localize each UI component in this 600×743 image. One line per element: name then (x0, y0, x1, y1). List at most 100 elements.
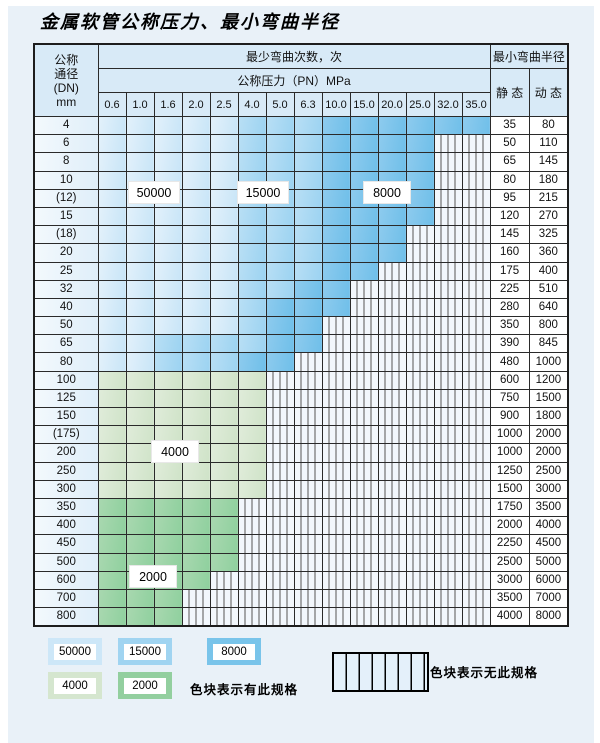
spec-cell (181, 370, 211, 390)
no-spec-cell (321, 406, 351, 427)
table-row-dn-175: (175) 1000 2000 (33, 425, 569, 445)
spec-cell (97, 461, 127, 481)
spec-cell (321, 206, 351, 227)
pressure-header-1.6: 1.6 (153, 92, 183, 117)
spec-cell (237, 352, 267, 372)
legend-swatch-50000: 50000 (48, 638, 102, 665)
spec-cell (321, 261, 351, 281)
no-spec-cell (293, 352, 323, 372)
spec-cell (153, 334, 183, 354)
no-spec-cell (237, 570, 267, 590)
page-title: 金属软管公称压力、最小弯曲半径 (40, 12, 340, 33)
no-spec-cell (405, 225, 435, 245)
no-spec-cell (321, 334, 351, 354)
no-spec-cell (181, 588, 211, 609)
spec-cell (153, 479, 183, 499)
spec-cell (125, 243, 155, 263)
no-spec-cell (405, 570, 435, 590)
no-spec-cell (461, 588, 491, 609)
dynamic-value-cell: 2500 (528, 461, 569, 481)
no-spec-cell (461, 461, 491, 481)
dynamic-value-cell: 215 (528, 188, 569, 208)
no-spec-cell (349, 425, 379, 445)
spec-cell (293, 261, 323, 281)
no-spec-cell (461, 370, 491, 390)
no-spec-cell (321, 479, 351, 499)
spec-cell (181, 461, 211, 481)
no-spec-cell (461, 570, 491, 590)
spec-cell (153, 261, 183, 281)
spec-cell (209, 443, 239, 463)
pressure-header-10.0: 10.0 (321, 92, 351, 117)
no-spec-cell (405, 370, 435, 390)
static-value-cell: 390 (489, 334, 530, 354)
no-spec-cell (377, 607, 407, 627)
dn-cell: 25 (33, 261, 99, 281)
spec-cell (293, 297, 323, 318)
dn-cell: 100 (33, 370, 99, 390)
no-spec-cell (405, 334, 435, 354)
no-spec-cell (321, 607, 351, 627)
spec-cell (97, 406, 127, 427)
spec-cell (97, 279, 127, 299)
spec-cell (97, 607, 127, 627)
no-spec-cell (349, 388, 379, 409)
spec-cell (153, 279, 183, 299)
spec-cell (265, 152, 295, 172)
no-spec-cell (433, 552, 463, 572)
pressure-header-0.6: 0.6 (97, 92, 127, 117)
dn-cell: 32 (33, 279, 99, 299)
spec-cell (405, 170, 435, 190)
dn-cell: 150 (33, 406, 99, 427)
no-spec-cell (349, 279, 379, 299)
no-spec-cell (461, 152, 491, 172)
no-spec-cell (433, 352, 463, 372)
spec-cell (125, 352, 155, 372)
spec-cell (97, 188, 127, 208)
no-spec-cell (349, 534, 379, 554)
no-spec-cell (405, 534, 435, 554)
spec-cell (321, 152, 351, 172)
spec-cell (209, 388, 239, 409)
dynamic-value-cell: 6000 (528, 570, 569, 590)
spec-cell (97, 152, 127, 172)
spec-cell (209, 170, 239, 190)
no-spec-cell (321, 425, 351, 445)
dynamic-value-cell: 3000 (528, 479, 569, 499)
dynamic-value-cell: 1200 (528, 370, 569, 390)
dynamic-value-cell: 1000 (528, 352, 569, 372)
spec-cell (377, 115, 407, 136)
static-value-cell: 225 (489, 279, 530, 299)
spec-cell (321, 134, 351, 154)
no-spec-cell (349, 552, 379, 572)
dn-cell: 800 (33, 607, 99, 627)
no-spec-cell (349, 516, 379, 536)
no-spec-cell (433, 570, 463, 590)
spec-cell (237, 152, 267, 172)
dn-header-line1: 公称 (54, 52, 79, 67)
no-spec-cell (433, 479, 463, 499)
spec-cell (293, 115, 323, 136)
static-value-cell: 1500 (489, 479, 530, 499)
no-spec-cell (293, 388, 323, 409)
spec-cell (237, 297, 267, 318)
spec-cell (97, 243, 127, 263)
spec-table: 公称 通径 (DN) mm 最少弯曲次数，次 最小弯曲半径 公称压力（PN）MP… (33, 43, 570, 628)
no-spec-cell (321, 388, 351, 409)
spec-cell (181, 497, 211, 518)
spec-cell (265, 316, 295, 336)
no-spec-cell (433, 206, 463, 227)
static-value-cell: 80 (489, 170, 530, 190)
spec-cell (153, 225, 183, 245)
spec-cell (265, 225, 295, 245)
table-row-dn-12: (12) 95 215 (33, 188, 569, 208)
no-spec-cell (349, 352, 379, 372)
pressure-header-6.3: 6.3 (293, 92, 323, 117)
no-spec-cell (433, 279, 463, 299)
legend-swatch-8000: 8000 (207, 638, 261, 665)
dn-header-line4: mm (56, 94, 77, 109)
no-spec-cell (237, 516, 267, 536)
no-spec-cell (293, 588, 323, 609)
spec-cell (237, 243, 267, 263)
spec-cell (349, 152, 379, 172)
